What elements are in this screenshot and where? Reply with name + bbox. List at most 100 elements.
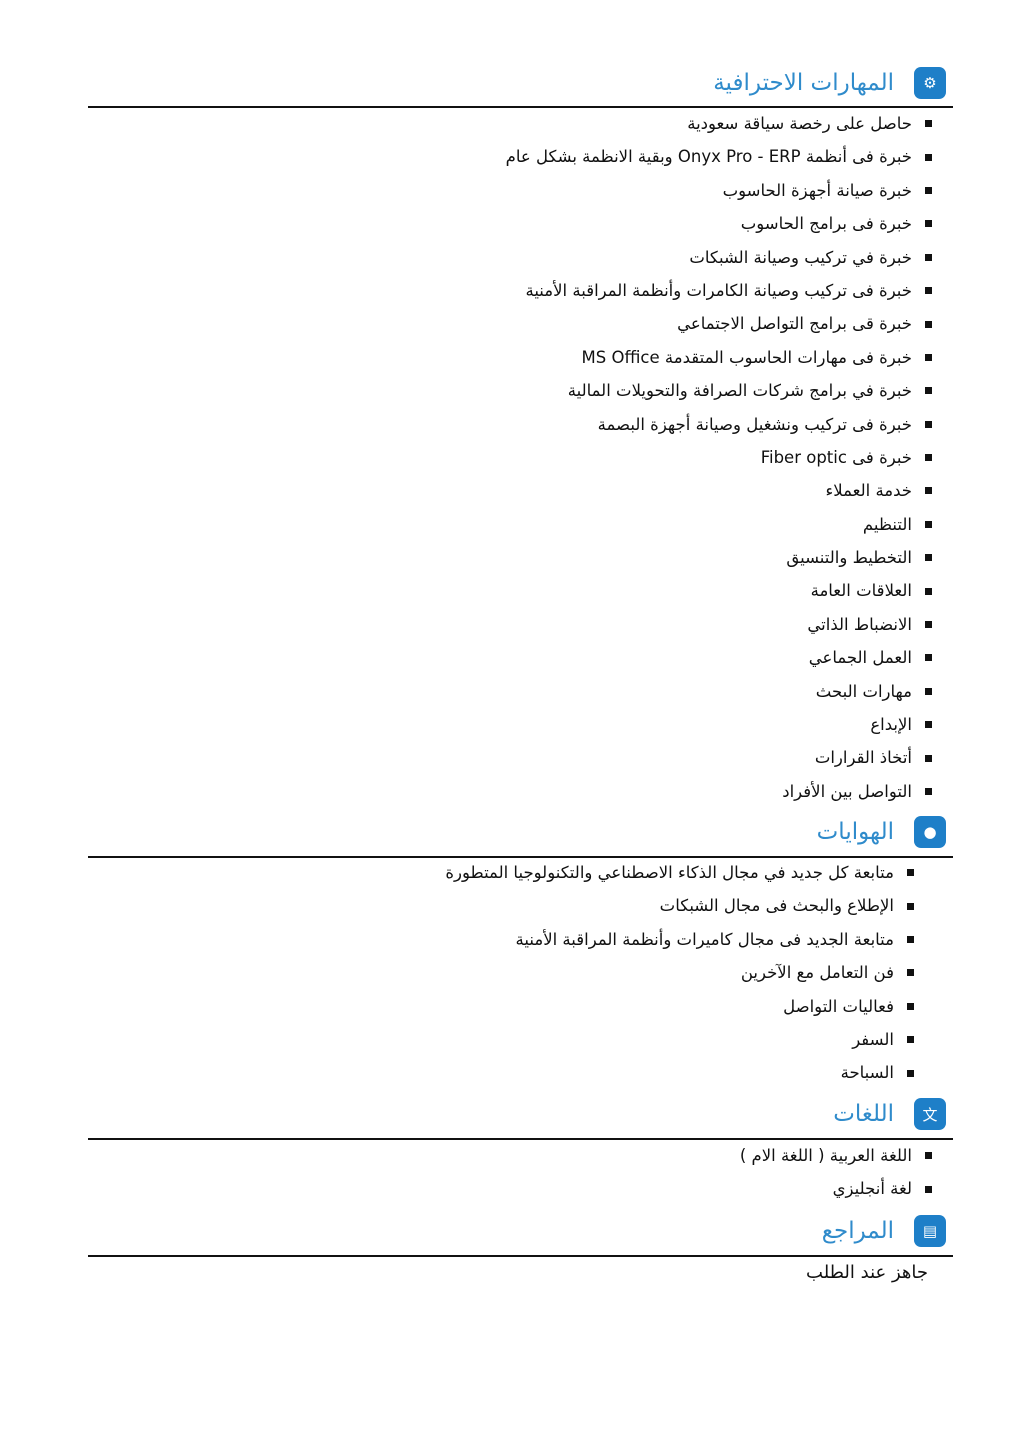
hobbies-list: متابعة كل جديد في مجال الذكاء الاصطناعي … [445,856,914,1090]
bullet-icon [925,420,932,428]
hobbies-item-text: السفر [852,1029,894,1049]
skills-item-text: الانضباط الذاتي [807,614,912,634]
skills-item-text: خبرة قى برامج التواصل الاجتماعي [677,314,912,334]
bullet-icon [925,253,932,261]
skills-item-text: خبرة صيانة أجهزة الحاسوب [722,180,912,200]
bullet-icon [907,935,914,943]
skills-item: حاصل على رخصة سياقة سعودية [506,107,932,140]
languages-divider [88,1138,953,1140]
skills-item-text: حاصل على رخصة سياقة سعودية [687,114,912,133]
skills-item: خدمة العملاء [506,474,932,507]
skills-item-text: خبرة فى Fiber optic [760,447,912,467]
bullet-icon [907,1036,914,1044]
skills-item: التخطيط والتنسيق [506,541,932,574]
bullet-icon [907,1069,914,1077]
bullet-icon [907,902,914,910]
hobbies-divider [88,856,953,858]
skills-list: حاصل على رخصة سياقة سعودية خبرة فى أنظمة … [506,107,932,808]
bullet-icon [925,687,932,695]
hobbies-item-text: فعاليات التواصل [783,996,894,1016]
languages-item-text: لغة أنجليزي [832,1179,912,1199]
hobbies-item: السفر [445,1023,914,1056]
bullet-icon [925,1185,932,1193]
references-header: ▤ المراجع [822,1214,946,1248]
references-text: جاهز عند الطلب [806,1262,928,1283]
hobbies-item: فعاليات التواصل [445,990,914,1023]
bullet-icon [925,754,932,762]
book-icon: ▤ [914,1215,946,1247]
bullet-icon [925,520,932,528]
translate-icon: 文 [914,1098,946,1130]
bullet-icon [925,320,932,328]
skills-item-text: خبرة في برامج شركات الصرافة والتحويلات ا… [567,381,912,401]
skills-item: خبرة فى تركيب ونشغيل وصيانة أجهزة البصمة [506,408,932,441]
skills-item: الإبداع [506,708,932,741]
skills-item-text: العلاقات العامة [810,581,912,601]
bullet-icon [925,153,932,161]
skills-item-text: خبرة فى أنظمة Onyx Pro - ERP وبقية الانظ… [505,147,912,167]
skills-item: العلاقات العامة [506,574,932,607]
skills-item-text: خبرة فى تركيب وصيانة الكامرات وأنظمة الم… [525,280,912,300]
skills-header: ⚙ المهارات الاحترافية [713,66,946,100]
bullet-icon [925,387,932,395]
bullet-icon [925,186,932,194]
hobbies-item: السباحة [445,1056,914,1089]
skills-item: خبرة في تركيب وصيانة الشبكات [506,241,932,274]
bullet-icon [925,554,932,562]
hobbies-item: الإطلاع والبحث فى مجال الشبكات [445,889,914,922]
bullet-icon [925,621,932,629]
skills-item-text: العمل الجماعي [808,648,912,668]
skills-item-text: خبرة فى برامج الحاسوب [740,214,912,234]
bullet-icon [925,287,932,295]
skills-item-text: التخطيط والتنسيق [786,548,912,568]
references-title: المراجع [821,1218,894,1244]
hobbies-header: ● الهوايات [817,815,946,849]
bullet-icon [925,353,932,361]
skills-item-text: خبرة فى تركيب ونشغيل وصيانة أجهزة البصمة [597,414,912,434]
languages-header: 文 اللغات [833,1097,946,1131]
skills-item: الانضباط الذاتي [506,608,932,641]
skills-item: خبرة في برامج شركات الصرافة والتحويلات ا… [506,374,932,407]
skills-item-text: التواصل بين الأفراد [782,781,912,801]
skills-item-text: الإبداع [870,715,912,735]
skills-title: المهارات الاحترافية [713,70,894,96]
bullet-icon [925,454,932,462]
skills-item-text: أتخاذ القرارات [814,748,912,768]
skills-item-text: خبرة في تركيب وصيانة الشبكات [689,247,912,267]
skills-item: أتخاذ القرارات [506,741,932,774]
languages-item: لغة أنجليزي [740,1172,932,1205]
hobbies-item-text: السباحة [840,1063,894,1083]
bullet-icon [925,654,932,662]
skills-item: التنظيم [506,508,932,541]
skills-item-text: التنظيم [862,514,912,534]
hobbies-item-text: فن التعامل مع الآخرين [740,963,894,983]
skills-item: التواصل بين الأفراد [506,775,932,808]
bullet-icon [925,487,932,495]
skills-item: العمل الجماعي [506,641,932,674]
skills-item-text: خدمة العملاء [825,481,912,501]
bullet-icon [925,721,932,729]
skills-item: خبرة فى تركيب وصيانة الكامرات وأنظمة الم… [506,274,932,307]
skills-item: خبرة فى برامج الحاسوب [506,207,932,240]
bullet-icon [907,869,914,877]
user-gear-icon: ⚙ [914,67,946,99]
bullet-icon [925,120,932,128]
skills-item-text: مهارات البحث [815,681,912,701]
palette-icon: ● [914,816,946,848]
hobbies-item-text: الإطلاع والبحث فى مجال الشبكات [659,896,894,916]
references-divider [88,1255,953,1257]
hobbies-item: متابعة الجديد فى مجال كاميرات وأنظمة الم… [445,923,914,956]
hobbies-title: الهوايات [816,819,894,845]
languages-item: اللغة العربية ( اللغة الام ) [740,1139,932,1172]
bullet-icon [925,220,932,228]
skills-item: خبرة قى برامج التواصل الاجتماعي [506,307,932,340]
bullet-icon [925,1152,932,1160]
skills-item: خبرة صيانة أجهزة الحاسوب [506,174,932,207]
hobbies-item: متابعة كل جديد في مجال الذكاء الاصطناعي … [445,856,914,889]
languages-item-text: اللغة العربية ( اللغة الام ) [739,1146,912,1165]
bullet-icon [925,587,932,595]
skills-item: خبرة فى أنظمة Onyx Pro - ERP وبقية الانظ… [506,140,932,173]
skills-item: خبرة فى Fiber optic [506,441,932,474]
skills-item: خبرة فى مهارات الحاسوب المتقدمة MS Offic… [506,341,932,374]
bullet-icon [907,1002,914,1010]
